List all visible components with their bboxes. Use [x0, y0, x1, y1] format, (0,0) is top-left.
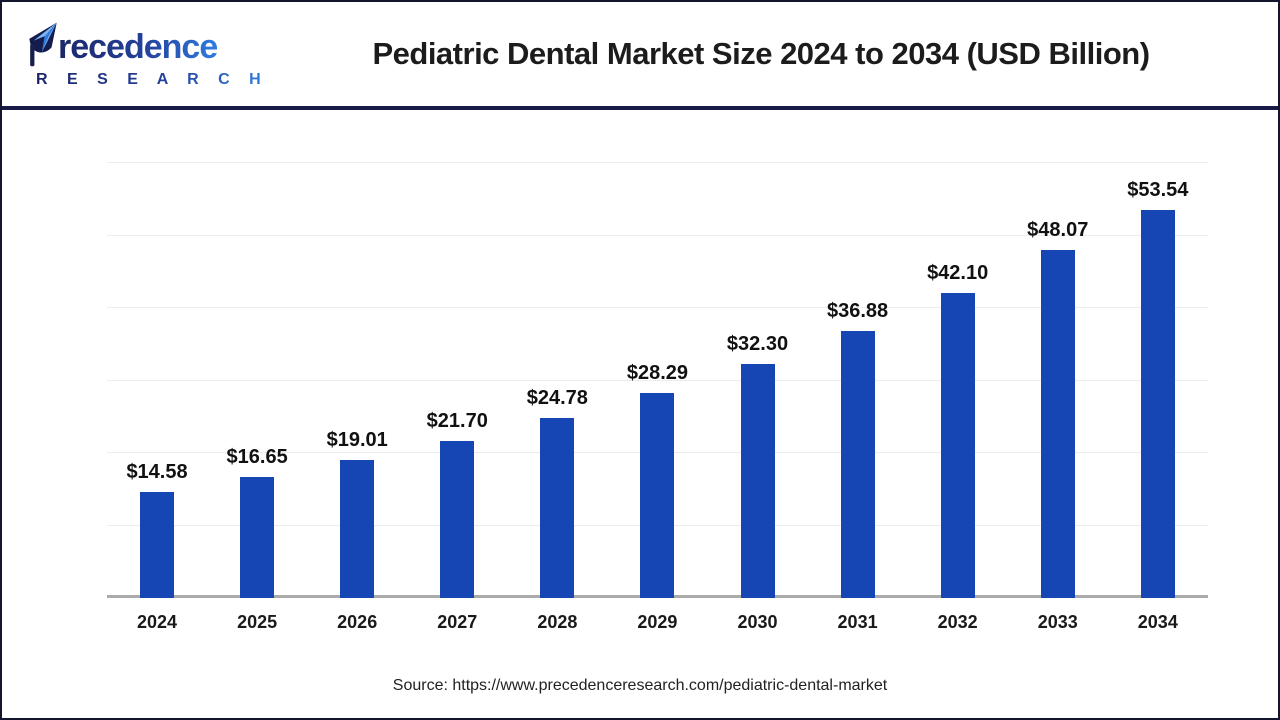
bar-column-2030: $32.30 [708, 163, 808, 598]
x-tick-label-2033: 2033 [1037, 612, 1078, 632]
logo-subtitle: R E S E A R C H [36, 71, 269, 88]
bar-2024 [140, 492, 175, 598]
bar-column-2025: $16.65 [207, 163, 307, 598]
x-tick-label-2027: 2027 [437, 612, 478, 632]
value-label-2031: $36.88 [826, 299, 889, 322]
bar-2029 [640, 392, 675, 598]
x-tick-label-2028: 2028 [537, 612, 578, 632]
x-tick-label-2024: 2024 [137, 612, 178, 632]
bar-2030 [740, 363, 775, 598]
value-label-2029: $28.29 [626, 361, 688, 384]
bar-2034 [1140, 209, 1175, 598]
bar-2027 [440, 440, 475, 598]
value-label-2030: $32.30 [726, 332, 789, 355]
value-label-2033: $48.07 [1027, 218, 1089, 241]
x-tick-label-2032: 2032 [937, 612, 978, 632]
value-label-2026: $19.01 [326, 429, 388, 452]
value-label-2025: $16.65 [226, 446, 288, 469]
gridline-30 [107, 379, 1208, 381]
title-zone: Pediatric Dental Market Size 2024 to 203… [274, 36, 1278, 72]
value-label-2028: $24.78 [526, 387, 588, 410]
x-tick-label-2030: 2030 [737, 612, 778, 632]
bar-column-2033: $48.07 [1008, 163, 1108, 598]
logo-p-flag-icon [29, 22, 57, 67]
header: recedence R E S E A R C H Pediatric Dent… [2, 2, 1278, 110]
bar-column-2028: $24.78 [507, 163, 607, 598]
bar-2025 [240, 477, 275, 598]
bar-2031 [840, 330, 875, 598]
bar-column-2032: $42.10 [908, 163, 1008, 598]
bar-2028 [540, 418, 575, 598]
value-label-2024: $14.58 [126, 461, 188, 484]
bar-column-2031: $36.88 [808, 163, 908, 598]
chart-title: Pediatric Dental Market Size 2024 to 203… [372, 36, 1150, 71]
gridline-50 [107, 234, 1208, 236]
x-tick-label-2031: 2031 [837, 612, 878, 632]
x-tick-label-2025: 2025 [237, 612, 278, 632]
bar-column-2034: $53.54 [1108, 163, 1208, 598]
bar-column-2024: $14.58 [107, 163, 207, 598]
logo-wordmark: recedence [24, 20, 218, 68]
bar-columns: $14.58 $16.65 $19.01 $21.70 $24.78 $28.29 $32.… [107, 163, 1208, 598]
source-attribution: Source: https://www.precedenceresearch.c… [392, 677, 888, 694]
precedence-research-logo: recedence R E S E A R C H [2, 20, 274, 88]
bar-column-2026: $19.01 [307, 163, 407, 598]
x-tick-label-2029: 2029 [637, 612, 678, 632]
bar-column-2029: $28.29 [607, 163, 707, 598]
gridline-40 [107, 307, 1208, 309]
value-label-2034: $53.54 [1127, 178, 1189, 201]
logo-word: recedence [58, 28, 218, 66]
value-label-2032: $42.10 [927, 261, 989, 284]
value-label-2027: $21.70 [426, 409, 488, 432]
x-tick-label-2026: 2026 [337, 612, 378, 632]
bar-column-2027: $21.70 [407, 163, 507, 598]
x-axis-labels: 2024 2025 2026 2027 2028 2029 2030 2031 2032 2033… [107, 612, 1208, 633]
bar-2032 [940, 292, 975, 598]
bar-2026 [340, 460, 375, 598]
bar-2033 [1040, 249, 1075, 598]
plot-area: $14.58 $16.65 $19.01 $21.70 $24.78 $28.29 $32.… [107, 162, 1208, 598]
gridline-60 [107, 162, 1208, 163]
chart-section: 0102030405060 $14.58$16.65$19.01$21.70$2… [2, 110, 1278, 720]
x-tick-label-2034: 2034 [1137, 612, 1178, 632]
